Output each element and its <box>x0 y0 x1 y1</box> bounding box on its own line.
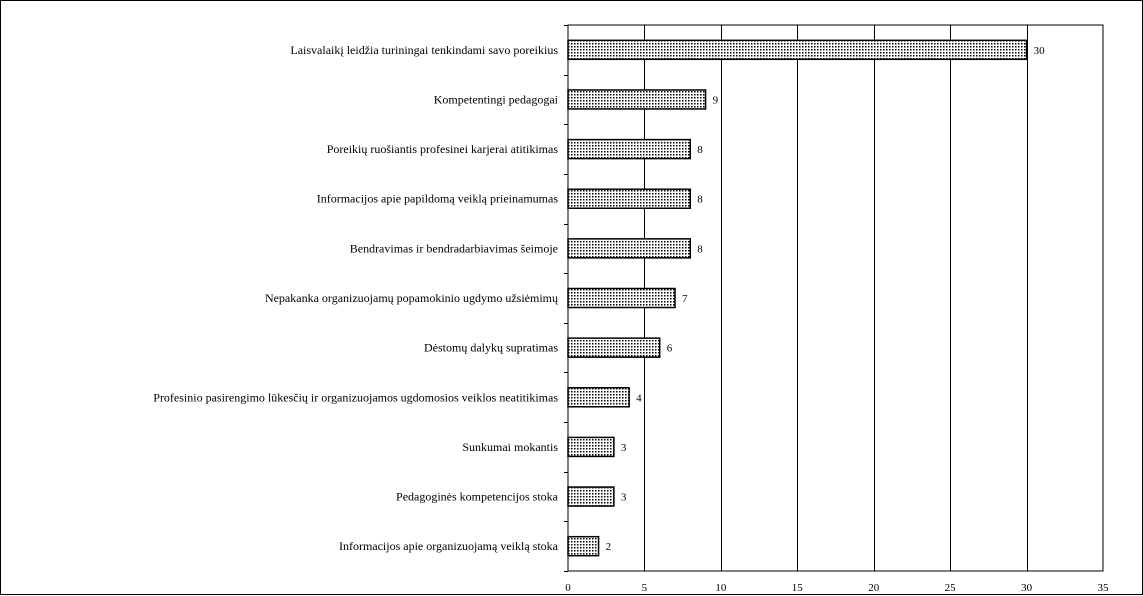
category-label-6: Nepakanka organizuojamų popamokinio ugdy… <box>265 291 558 305</box>
bar-9 <box>567 436 615 458</box>
bar-7 <box>567 337 661 358</box>
bar-5 <box>567 238 692 259</box>
value-label-11: 2 <box>606 541 612 553</box>
bar-4 <box>567 188 692 209</box>
value-label-2: 9 <box>713 94 719 106</box>
value-label-4: 8 <box>697 194 703 206</box>
bar-10 <box>567 486 615 507</box>
x-tick-label-35: 35 <box>1098 582 1110 594</box>
x-tick-label-15: 15 <box>792 582 804 594</box>
value-label-5: 8 <box>697 243 703 255</box>
value-labels: 30 9 8 8 8 7 6 4 3 3 2 <box>606 45 1046 553</box>
category-label-9: Sunkumai mokantis <box>462 440 558 454</box>
category-label-11: Informacijos apie organizuojamą veiklą s… <box>339 539 559 553</box>
value-label-1: 30 <box>1034 45 1046 57</box>
x-tick-label-10: 10 <box>715 582 727 594</box>
value-label-9: 3 <box>621 442 627 454</box>
category-label-5: Bendravimas ir bendradarbiavimas šeimoje <box>350 241 558 255</box>
bar-8 <box>567 387 630 408</box>
category-label-4: Informacijos apie papildomą veiklą priei… <box>317 192 559 206</box>
x-tick-label-5: 5 <box>642 582 648 594</box>
category-label-7: Dėstomų dalykų supratimas <box>424 341 558 355</box>
category-labels: Laisvalaikį leidžia turiningai tenkindam… <box>153 43 558 553</box>
value-label-3: 8 <box>697 144 703 156</box>
bar-1 <box>567 39 1028 61</box>
category-label-1: Laisvalaikį leidžia turiningai tenkindam… <box>290 43 558 57</box>
bar-6 <box>567 287 676 309</box>
value-label-8: 4 <box>636 392 642 404</box>
value-label-7: 6 <box>667 343 673 355</box>
category-label-8: Profesinio pasirengimo lūkesčių ir organ… <box>153 390 558 404</box>
bars <box>567 39 1028 557</box>
category-label-3: Poreikių ruošiantis profesinei karjerai … <box>327 142 559 156</box>
x-tick-label-25: 25 <box>945 582 957 594</box>
x-tick-label-30: 30 <box>1021 582 1033 594</box>
x-tick-label-20: 20 <box>868 582 880 594</box>
bar-2 <box>567 89 707 110</box>
category-label-10: Pedagoginės kompetencijos stoka <box>396 490 559 504</box>
bar-11 <box>567 535 600 557</box>
x-axis-ticks: 0 5 10 15 20 25 30 35 <box>564 25 1110 594</box>
gridlines <box>644 25 1028 571</box>
bar-3 <box>567 138 692 160</box>
category-label-2: Kompetentingi pedagogai <box>434 92 559 106</box>
value-label-6: 7 <box>682 293 688 305</box>
x-tick-label-0: 0 <box>565 582 571 594</box>
value-label-10: 3 <box>621 492 627 504</box>
